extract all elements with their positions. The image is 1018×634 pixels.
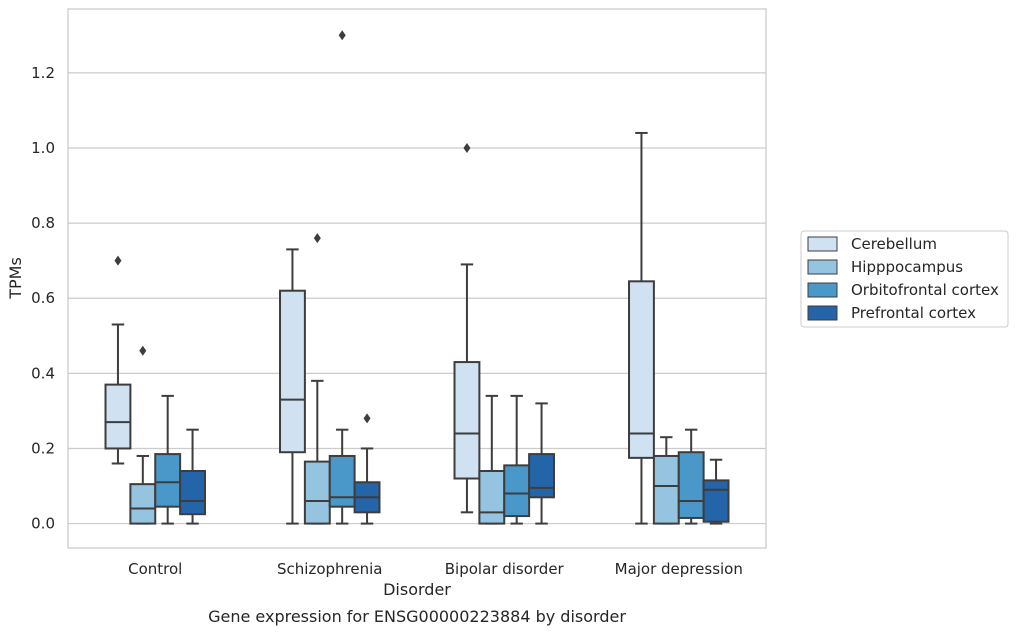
gridlines	[68, 72, 766, 525]
outlier-point	[313, 233, 321, 244]
box-2-1	[478, 394, 506, 525]
box-3-3	[702, 458, 730, 525]
box-0-2	[154, 394, 182, 525]
outlier-point	[114, 255, 122, 266]
box-3-0	[628, 131, 655, 525]
iqr-box	[303, 460, 331, 525]
y-tick-label: 0.2	[31, 439, 55, 457]
boxes	[104, 30, 730, 525]
legend-swatch	[807, 282, 838, 298]
box-1-3	[353, 413, 381, 525]
iqr-box	[104, 383, 132, 450]
outlier-point	[338, 30, 346, 41]
legend-swatch	[807, 305, 838, 321]
outlier-point	[463, 142, 471, 153]
legend-label: Prefrontal cortex	[851, 304, 976, 322]
legend-label: Orbitofrontal cortex	[851, 281, 999, 299]
iqr-box	[328, 454, 356, 508]
iqr-box	[628, 280, 655, 459]
legend-frame	[800, 230, 1009, 328]
box-2-2	[503, 394, 531, 525]
iqr-box	[279, 289, 306, 454]
legend-label: Cerebellum	[851, 235, 937, 253]
box-1-1	[303, 233, 331, 525]
x-axis-title: Disorder	[383, 580, 451, 599]
iqr-box	[702, 479, 730, 523]
plot-frame	[67, 8, 767, 549]
iqr-box	[179, 470, 206, 516]
legend-swatch	[807, 259, 838, 275]
iqr-box	[129, 483, 157, 525]
box-3-1	[652, 436, 680, 525]
iqr-box	[503, 464, 531, 518]
x-tick-labels: Control Schizophrenia Bipolar disorder Majo…	[128, 560, 743, 578]
iqr-box	[478, 470, 506, 525]
x-tick-label: Control	[128, 560, 182, 578]
box-2-3	[528, 402, 555, 525]
outlier-point	[139, 345, 147, 356]
iqr-box	[154, 453, 182, 508]
legend-label: Hipppocampus	[851, 258, 963, 276]
y-tick-label: 0.0	[31, 515, 55, 533]
legend: Cerebellum Hipppocampus Orbitofrontal cort…	[800, 230, 1009, 328]
y-tick-label: 0.4	[31, 364, 55, 382]
y-tick-label: 0.6	[31, 289, 55, 307]
y-tick-label: 1.0	[31, 139, 55, 157]
legend-swatch	[807, 236, 838, 252]
y-tick-label: 1.2	[31, 64, 55, 82]
iqr-box	[528, 453, 555, 499]
iqr-box	[652, 454, 680, 525]
x-tick-label: Major depression	[615, 560, 743, 578]
box-0-3	[179, 428, 206, 525]
outlier-point	[363, 413, 371, 424]
box-1-2	[328, 30, 356, 525]
box-1-0	[279, 248, 306, 525]
y-tick-label: 0.8	[31, 214, 55, 232]
box-3-2	[677, 428, 705, 525]
box-0-0	[104, 255, 132, 465]
x-tick-label: Schizophrenia	[277, 560, 382, 578]
y-axis-title: TPMs	[6, 257, 25, 300]
chart-caption: Gene expression for ENSG00000223884 by d…	[208, 607, 626, 626]
x-tick-label: Bipolar disorder	[445, 560, 565, 578]
iqr-box	[677, 451, 705, 519]
box-0-1	[129, 345, 157, 525]
y-tick-labels: 0.0 0.2 0.4 0.6 0.8 1.0 1.2	[31, 64, 55, 533]
box-2-0	[453, 142, 481, 514]
iqr-box	[453, 361, 481, 480]
